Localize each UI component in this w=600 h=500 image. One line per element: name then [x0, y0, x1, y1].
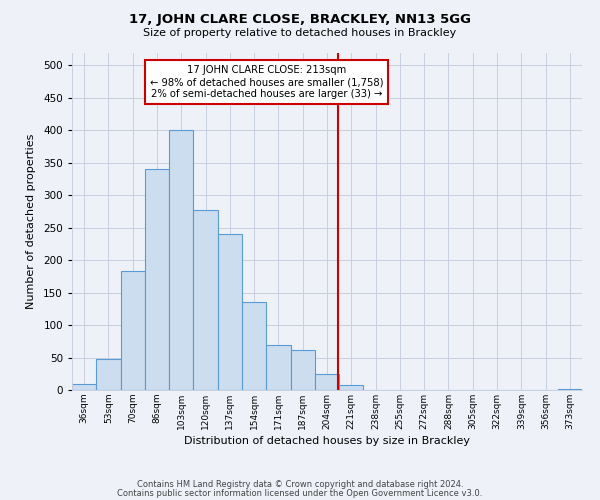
Bar — [242, 302, 266, 390]
Bar — [169, 130, 193, 390]
Text: Contains HM Land Registry data © Crown copyright and database right 2024.: Contains HM Land Registry data © Crown c… — [137, 480, 463, 489]
Bar — [121, 270, 145, 390]
Bar — [96, 360, 121, 390]
Text: 17, JOHN CLARE CLOSE, BRACKLEY, NN13 5GG: 17, JOHN CLARE CLOSE, BRACKLEY, NN13 5GG — [129, 12, 471, 26]
Bar — [218, 234, 242, 390]
Bar — [145, 170, 169, 390]
Text: Contains public sector information licensed under the Open Government Licence v3: Contains public sector information licen… — [118, 488, 482, 498]
Bar — [266, 344, 290, 390]
Text: 17 JOHN CLARE CLOSE: 213sqm
← 98% of detached houses are smaller (1,758)
2% of s: 17 JOHN CLARE CLOSE: 213sqm ← 98% of det… — [149, 66, 383, 98]
Y-axis label: Number of detached properties: Number of detached properties — [26, 134, 36, 309]
Bar — [72, 384, 96, 390]
Bar — [315, 374, 339, 390]
Bar — [193, 210, 218, 390]
Bar — [290, 350, 315, 390]
X-axis label: Distribution of detached houses by size in Brackley: Distribution of detached houses by size … — [184, 436, 470, 446]
Text: Size of property relative to detached houses in Brackley: Size of property relative to detached ho… — [143, 28, 457, 38]
Bar — [558, 388, 582, 390]
Bar — [339, 385, 364, 390]
